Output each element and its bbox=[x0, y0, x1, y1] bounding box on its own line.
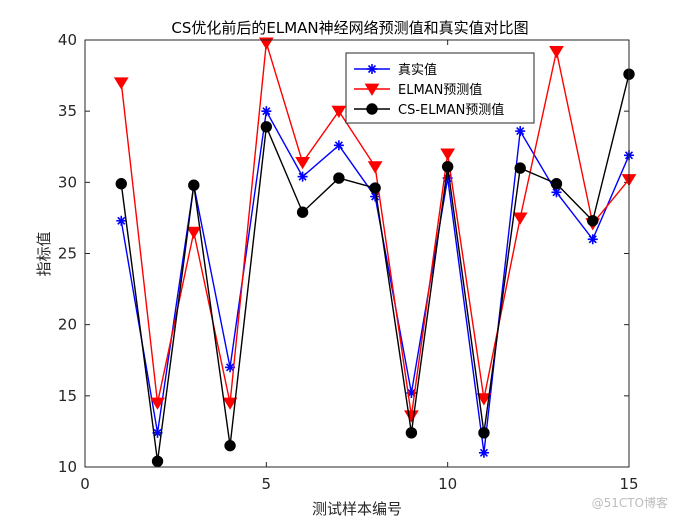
data-point bbox=[367, 161, 383, 174]
legend-label: CS-ELMAN预测值 bbox=[398, 102, 504, 118]
data-point bbox=[369, 182, 381, 194]
legend-entry: ELMAN预测值 bbox=[354, 82, 482, 98]
asterisk-stroke bbox=[262, 107, 271, 116]
data-point bbox=[333, 140, 344, 151]
y-tick-label: 25 bbox=[58, 245, 77, 263]
legend-marker bbox=[367, 64, 377, 74]
plot-frame bbox=[84, 39, 630, 468]
legend-box bbox=[345, 52, 535, 124]
data-point bbox=[440, 148, 456, 161]
data-point bbox=[150, 397, 165, 410]
legend-label: 真实值 bbox=[398, 62, 437, 78]
data-point bbox=[370, 191, 381, 202]
asterisk-stroke bbox=[153, 428, 162, 437]
data-point bbox=[151, 455, 164, 468]
data-point bbox=[113, 77, 129, 90]
asterisk-stroke bbox=[298, 172, 307, 181]
data-point bbox=[549, 46, 564, 59]
data-point bbox=[295, 157, 310, 170]
legend-entry: 真实值 bbox=[354, 62, 437, 78]
data-point bbox=[512, 212, 528, 225]
x-tick-label: 15 bbox=[619, 475, 638, 493]
asterisk-stroke bbox=[334, 141, 343, 150]
data-point bbox=[441, 160, 454, 173]
data-point bbox=[258, 37, 274, 50]
legend: 真实值 ELMAN预测值 CS-ELMAN预测值 bbox=[345, 52, 535, 124]
series-3 bbox=[115, 68, 635, 468]
legend-entry: CS-ELMAN预测值 bbox=[354, 102, 504, 118]
asterisk-stroke bbox=[117, 216, 126, 225]
x-axis-label: 测试样本编号 bbox=[312, 500, 402, 518]
data-point bbox=[188, 179, 200, 191]
legend-marker bbox=[366, 103, 378, 115]
data-point bbox=[297, 171, 308, 182]
data-point bbox=[186, 226, 202, 239]
data-point bbox=[476, 393, 492, 406]
asterisk-stroke bbox=[226, 363, 235, 372]
data-point bbox=[222, 397, 238, 410]
legend-marker bbox=[364, 83, 380, 96]
y-tick-label: 40 bbox=[58, 31, 77, 49]
x-tick-label: 5 bbox=[262, 475, 272, 493]
legend-label: ELMAN预测值 bbox=[398, 82, 482, 98]
asterisk-stroke bbox=[588, 235, 597, 244]
y-axis-label: 指标值 bbox=[35, 231, 53, 276]
chart-title: CS优化前后的ELMAN神经网络预测值和真实值对比图 bbox=[171, 19, 528, 37]
data-point bbox=[260, 121, 273, 133]
y-tick-label: 15 bbox=[58, 387, 77, 405]
watermark: @51CTO博客 bbox=[592, 495, 668, 510]
asterisk-stroke bbox=[516, 127, 525, 136]
data-point bbox=[515, 126, 526, 137]
x-tick-label: 0 bbox=[80, 475, 90, 493]
data-point bbox=[224, 439, 236, 452]
data-point bbox=[478, 447, 489, 458]
data-point bbox=[587, 215, 599, 227]
data-point bbox=[296, 206, 309, 218]
data-point bbox=[405, 427, 418, 439]
data-point bbox=[331, 105, 347, 118]
asterisk-stroke bbox=[371, 192, 380, 201]
data-point bbox=[333, 172, 345, 184]
series-layer bbox=[113, 37, 637, 468]
x-tick-label: 10 bbox=[438, 475, 457, 493]
data-point bbox=[115, 178, 127, 190]
asterisk-stroke bbox=[367, 64, 377, 74]
data-point bbox=[587, 234, 598, 245]
data-point bbox=[261, 106, 272, 117]
data-point bbox=[116, 215, 127, 226]
axis-ticks: 0 5 10 15 10 15 20 25 30 35 40 bbox=[58, 31, 639, 493]
asterisk-stroke bbox=[479, 448, 488, 457]
asterisk-stroke bbox=[552, 188, 561, 197]
data-point bbox=[478, 427, 490, 439]
y-tick-label: 20 bbox=[58, 316, 77, 334]
data-point bbox=[514, 162, 526, 174]
y-tick-label: 30 bbox=[58, 173, 77, 191]
y-tick-label: 35 bbox=[58, 102, 77, 120]
data-point bbox=[550, 178, 563, 190]
y-tick-label: 10 bbox=[58, 458, 77, 476]
